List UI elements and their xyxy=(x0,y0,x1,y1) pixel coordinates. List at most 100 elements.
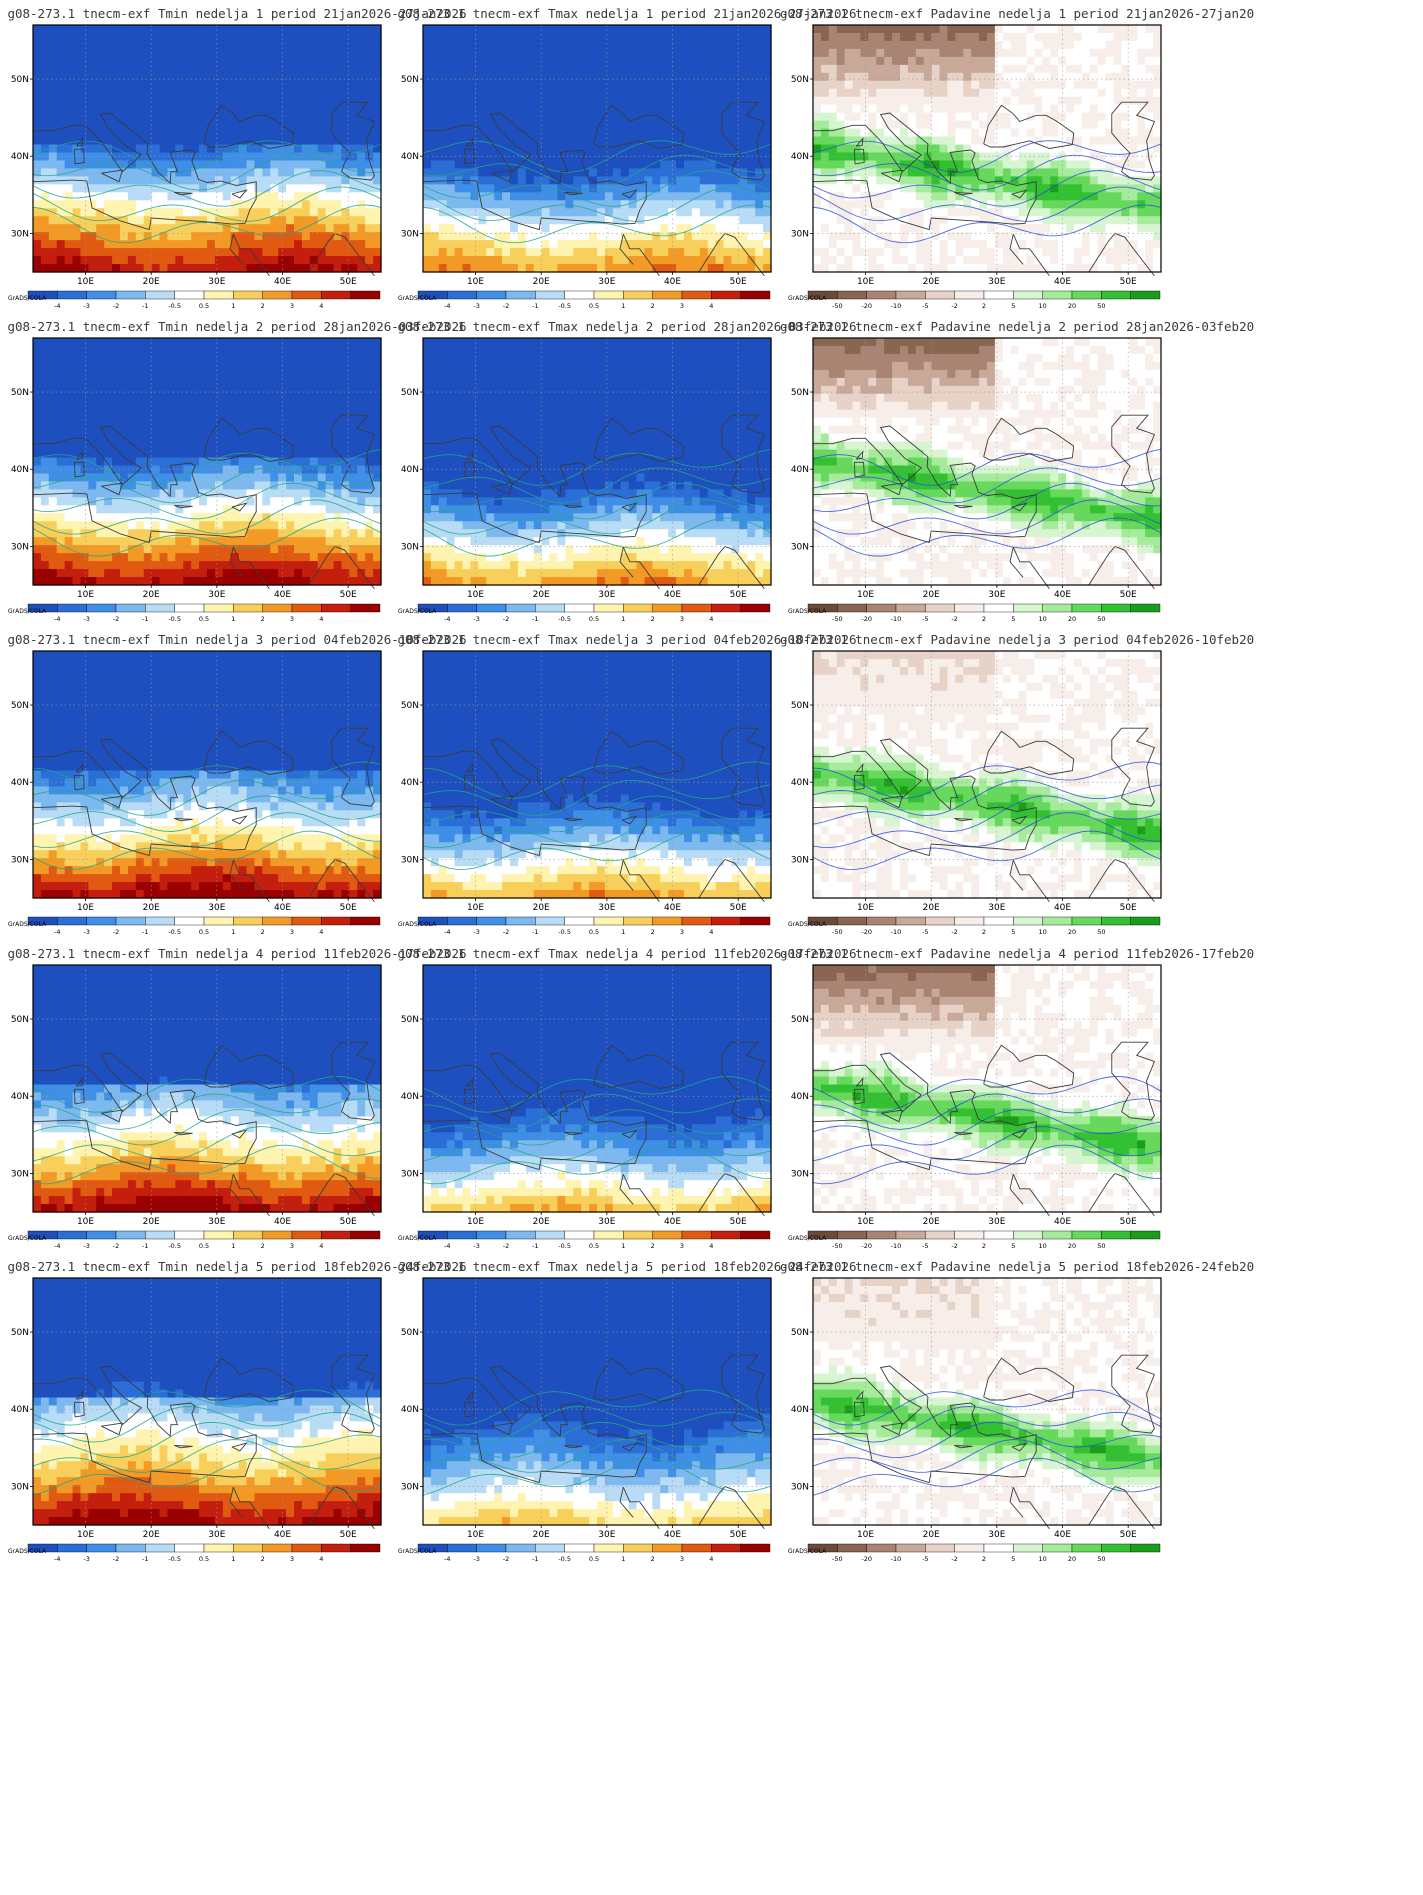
coastline xyxy=(73,461,85,478)
colorbar-label: -10 xyxy=(891,1242,902,1250)
coastline xyxy=(229,1487,244,1518)
colorbar-label: 4 xyxy=(709,1242,713,1250)
lat-tick-label: 40N xyxy=(401,152,419,162)
lat-tick-label: 30N xyxy=(11,229,29,239)
coastline xyxy=(621,1129,638,1139)
colorbar-label: 4 xyxy=(709,302,713,310)
colorbar-swatch xyxy=(115,916,146,926)
colorbar: -4 -3 -2 -1 -0.5 0.5 1 2 3 4 xyxy=(417,1543,771,1563)
contour-line xyxy=(812,1406,1162,1443)
colorbar-swatch xyxy=(350,603,381,613)
shaded-field xyxy=(813,965,1162,1213)
lat-tick-label: 50N xyxy=(791,75,809,85)
lat-tick-label: 30N xyxy=(11,1482,29,1492)
lat-tick-label: 30N xyxy=(401,1169,419,1179)
coastline xyxy=(32,1432,246,1484)
colorbar-label: 5 xyxy=(1011,928,1015,936)
colorbar-swatch xyxy=(1101,1543,1131,1553)
lon-tick-label: 20E xyxy=(923,1530,940,1540)
colorbar-swatch xyxy=(291,290,322,300)
colorbar-label: 50 xyxy=(1097,1555,1105,1563)
colorbar-swatch xyxy=(925,916,955,926)
colorbar-swatch xyxy=(233,603,263,613)
colorbar-swatch xyxy=(564,1543,595,1553)
coastline xyxy=(1009,1487,1024,1518)
contour-line xyxy=(812,779,1162,817)
map-frame xyxy=(32,24,382,273)
coastline xyxy=(1012,547,1050,590)
colorbar: -4 -3 -2 -1 -0.5 0.5 1 2 3 4 xyxy=(417,603,771,623)
colorbar-swatch xyxy=(262,290,293,300)
lon-tick-label: 10E xyxy=(77,277,94,287)
colorbar-swatch xyxy=(145,1230,175,1240)
contour-line xyxy=(32,1093,382,1130)
coastline xyxy=(954,1445,973,1449)
colorbar-label: 0.5 xyxy=(199,1242,209,1250)
colorbar-swatch xyxy=(174,603,205,613)
colorbar-swatch xyxy=(1071,603,1102,613)
lon-tick-label: 40E xyxy=(274,1530,291,1540)
contour-line xyxy=(422,499,772,535)
colorbar-swatch xyxy=(681,1230,712,1240)
colorbar-swatch xyxy=(983,603,1014,613)
lat-tick-label: 50N xyxy=(11,388,29,398)
colorbar-label: 2 xyxy=(261,928,265,936)
coastline xyxy=(619,860,634,891)
colorbar-swatch xyxy=(1042,1543,1073,1553)
coastline xyxy=(101,1109,123,1123)
grads-label: GrADS/COLA xyxy=(398,295,437,302)
colorbar-swatch xyxy=(983,1230,1014,1240)
coastline xyxy=(619,1174,634,1205)
colorbar-label: 1 xyxy=(231,1555,235,1563)
lon-tick-label: 50E xyxy=(1120,1217,1137,1227)
colorbar-swatch xyxy=(652,916,683,926)
coastline xyxy=(593,417,685,462)
colorbar-swatch xyxy=(291,603,322,613)
panel-title: g08-273.1 tnecm-exf Tmax nedelja 1 perio… xyxy=(390,6,864,24)
contour-line xyxy=(422,1439,772,1473)
shaded-field xyxy=(33,1278,382,1526)
coastline xyxy=(229,860,244,891)
contour-line xyxy=(422,761,772,799)
colorbar-label: 5 xyxy=(1011,615,1015,623)
contour-line xyxy=(812,1109,1162,1146)
colorbar-label: 10 xyxy=(1039,928,1047,936)
contour-line xyxy=(422,170,772,207)
lat-tick-label: 30N xyxy=(791,542,809,552)
colorbar-label: 0.5 xyxy=(589,302,599,310)
contour-line xyxy=(32,1421,382,1459)
colorbar-swatch xyxy=(895,1543,926,1553)
colorbar-label: 20 xyxy=(1068,1555,1076,1563)
coastline xyxy=(812,179,1026,231)
panel-title: g08-273.1 tnecm-exf Tmax nedelja 5 perio… xyxy=(390,1259,864,1277)
lon-tick-label: 20E xyxy=(533,903,550,913)
lon-tick-label: 10E xyxy=(857,1530,874,1540)
contour-line xyxy=(812,140,1162,173)
contour-line xyxy=(422,140,772,173)
contour-line xyxy=(32,1457,382,1496)
contour-line xyxy=(32,1075,382,1113)
coastline xyxy=(954,192,973,196)
lat-tick-label: 30N xyxy=(401,855,419,865)
contour-line xyxy=(422,467,772,504)
contour-line xyxy=(422,779,772,817)
coastline xyxy=(33,738,257,850)
grads-label: GrADS/COLA xyxy=(788,295,827,302)
colorbar-label: -10 xyxy=(891,615,902,623)
lon-tick-label: 20E xyxy=(143,903,160,913)
colorbar-swatch xyxy=(954,603,985,613)
colorbar-swatch xyxy=(535,290,565,300)
coastline xyxy=(593,1044,685,1089)
colorbar-label: -3 xyxy=(83,1242,89,1250)
contour-line xyxy=(422,1075,772,1113)
coastline xyxy=(1114,1485,1155,1530)
colorbar-swatch xyxy=(447,916,477,926)
colorbar-label: 0.5 xyxy=(589,928,599,936)
lon-tick-label: 10E xyxy=(467,1530,484,1540)
grads-label: GrADS/COLA xyxy=(398,1548,437,1555)
contour-line xyxy=(812,170,1162,207)
colorbar-swatch xyxy=(593,1230,624,1240)
coastline xyxy=(564,192,583,196)
coastline xyxy=(954,818,973,822)
colorbar-swatch xyxy=(593,603,624,613)
